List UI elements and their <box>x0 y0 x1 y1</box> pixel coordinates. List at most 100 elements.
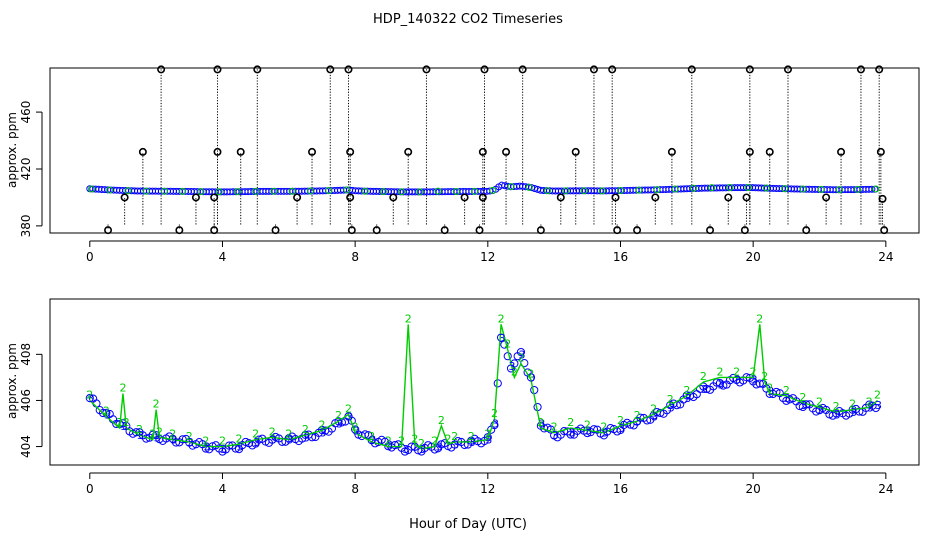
bottom-level2-marker: 2 <box>849 398 856 411</box>
top-level2-point <box>343 186 351 194</box>
top-level2-point <box>361 187 369 195</box>
bottom-level3-marker: 3 <box>784 392 791 405</box>
bottom-level2-marker: 2 <box>517 352 524 365</box>
bottom-level2-marker: 2 <box>219 435 226 448</box>
top-x-tick-label: 4 <box>219 250 227 264</box>
bottom-level2-marker: 2 <box>438 414 445 427</box>
bottom-level2-marker: 2 <box>405 312 412 325</box>
bottom-level3-marker: 3 <box>684 392 691 405</box>
bottom-level2-marker: 2 <box>551 421 558 434</box>
bottom-level3-marker: 3 <box>220 443 227 456</box>
bottom-level3-marker: 3 <box>187 436 194 449</box>
top-level2-point <box>416 188 424 196</box>
top-level2-point <box>106 186 114 194</box>
spike-point-high <box>326 65 335 74</box>
top-level2-point <box>580 187 588 195</box>
bottom-level3-marker: 3 <box>402 443 409 456</box>
bottom-level2-marker: 2 <box>484 428 491 441</box>
top-y-axis-label: approx. ppm <box>5 112 19 188</box>
top-level2-point <box>525 183 533 191</box>
top-level2-point <box>160 187 168 195</box>
bottom-level3-marker: 3 <box>538 418 545 431</box>
spike-point-mid <box>236 147 245 156</box>
spike-point-low <box>740 226 749 235</box>
top-data-layer <box>86 65 889 235</box>
top-y-axis: 380 420 460 <box>19 101 43 237</box>
bottom-level3-marker: 3 <box>552 429 559 442</box>
spike-point-mid <box>837 147 846 156</box>
top-level2-point <box>744 183 752 191</box>
bottom-level2-marker: 2 <box>236 432 243 445</box>
bottom-level2-marker: 2 <box>156 425 163 438</box>
top-level2-point <box>288 187 296 195</box>
spike-point-near <box>120 193 129 202</box>
bottom-level3-marker: 3 <box>651 411 658 424</box>
spike-point-high <box>422 65 431 74</box>
bottom-level3-marker: 3 <box>499 332 506 345</box>
bottom-level3-marker: 3 <box>751 374 758 387</box>
top-level2-point <box>598 187 606 195</box>
bottom-level3-marker: 3 <box>469 436 476 449</box>
bottom-level2-marker: 2 <box>537 416 544 429</box>
bottom-level3-marker: 3 <box>203 441 210 454</box>
spike-point-near <box>742 193 751 202</box>
bottom-level3-point <box>171 438 181 447</box>
top-level2-point <box>471 187 479 195</box>
bottom-level2-marker: 2 <box>368 430 375 443</box>
top-level2-point <box>708 184 716 192</box>
top-level2-point <box>562 187 570 195</box>
bottom-level3-marker: 3 <box>104 408 111 421</box>
top-level2-point <box>854 185 862 193</box>
bottom-level3-marker: 3 <box>585 424 592 437</box>
bottom-x-tick-label: 8 <box>351 482 359 496</box>
bottom-level2-marker: 2 <box>123 416 130 429</box>
top-x-axis: 0 4 8 12 16 20 24 <box>86 240 893 264</box>
spike-point-mid <box>308 147 317 156</box>
spike-point-high <box>480 65 489 74</box>
bottom-level2-marker: 2 <box>498 312 505 325</box>
bottom-y-tick-label: 408 <box>19 343 33 366</box>
spike-point-low <box>347 226 356 235</box>
top-x-tick-label: 12 <box>480 250 495 264</box>
bottom-level2-marker: 2 <box>153 398 160 411</box>
top-level2-point <box>434 187 442 195</box>
spike-point-near <box>611 193 620 202</box>
bottom-level2-marker: 2 <box>86 388 93 401</box>
bottom-level3-marker: 3 <box>319 427 326 440</box>
bottom-level2-marker: 2 <box>252 428 259 441</box>
bottom-x-tick-label: 20 <box>746 482 761 496</box>
top-level2-point <box>233 188 241 196</box>
bottom-level2-marker: 2 <box>411 432 418 445</box>
top-y-tick-label: 460 <box>19 101 33 124</box>
bottom-level3-point <box>566 430 575 439</box>
spike-point-high <box>213 65 222 74</box>
bottom-level3-point <box>719 381 728 390</box>
bottom-level3-marker: 3 <box>419 443 426 456</box>
bottom-level3-marker: 3 <box>734 374 741 387</box>
bottom-level2-marker: 2 <box>431 435 438 448</box>
bottom-level3-point <box>500 340 509 349</box>
bottom-level3-point <box>855 407 864 416</box>
bottom-level2-marker: 2 <box>584 418 591 431</box>
top-level2-point <box>872 185 880 193</box>
bottom-level3-marker: 3 <box>336 418 343 431</box>
bottom-level3-point <box>583 428 592 438</box>
spike-point-near <box>293 193 302 202</box>
bottom-x-axis: 0 4 8 12 16 20 24 <box>86 472 893 496</box>
bottom-x-tick-label: 0 <box>86 482 94 496</box>
bottom-level2-marker: 2 <box>567 416 574 429</box>
bottom-level2-marker: 2 <box>445 432 452 445</box>
spike-point-near <box>724 193 733 202</box>
bottom-x-tick-label: 24 <box>878 482 893 496</box>
spike-point-low <box>271 226 280 235</box>
bottom-level3-marker: 3 <box>767 385 774 398</box>
bottom-level3-point <box>516 347 526 357</box>
bottom-level3-marker: 3 <box>154 431 161 444</box>
bottom-y-tick-label: 404 <box>19 435 33 458</box>
spike-point-low <box>372 226 381 235</box>
top-level2-point <box>635 186 643 194</box>
bottom-level2-marker: 2 <box>352 421 359 434</box>
bottom-y-axis: 404 406 408 <box>19 343 43 458</box>
bottom-y-tick-label: 406 <box>19 389 33 412</box>
top-level2-point <box>507 183 515 191</box>
